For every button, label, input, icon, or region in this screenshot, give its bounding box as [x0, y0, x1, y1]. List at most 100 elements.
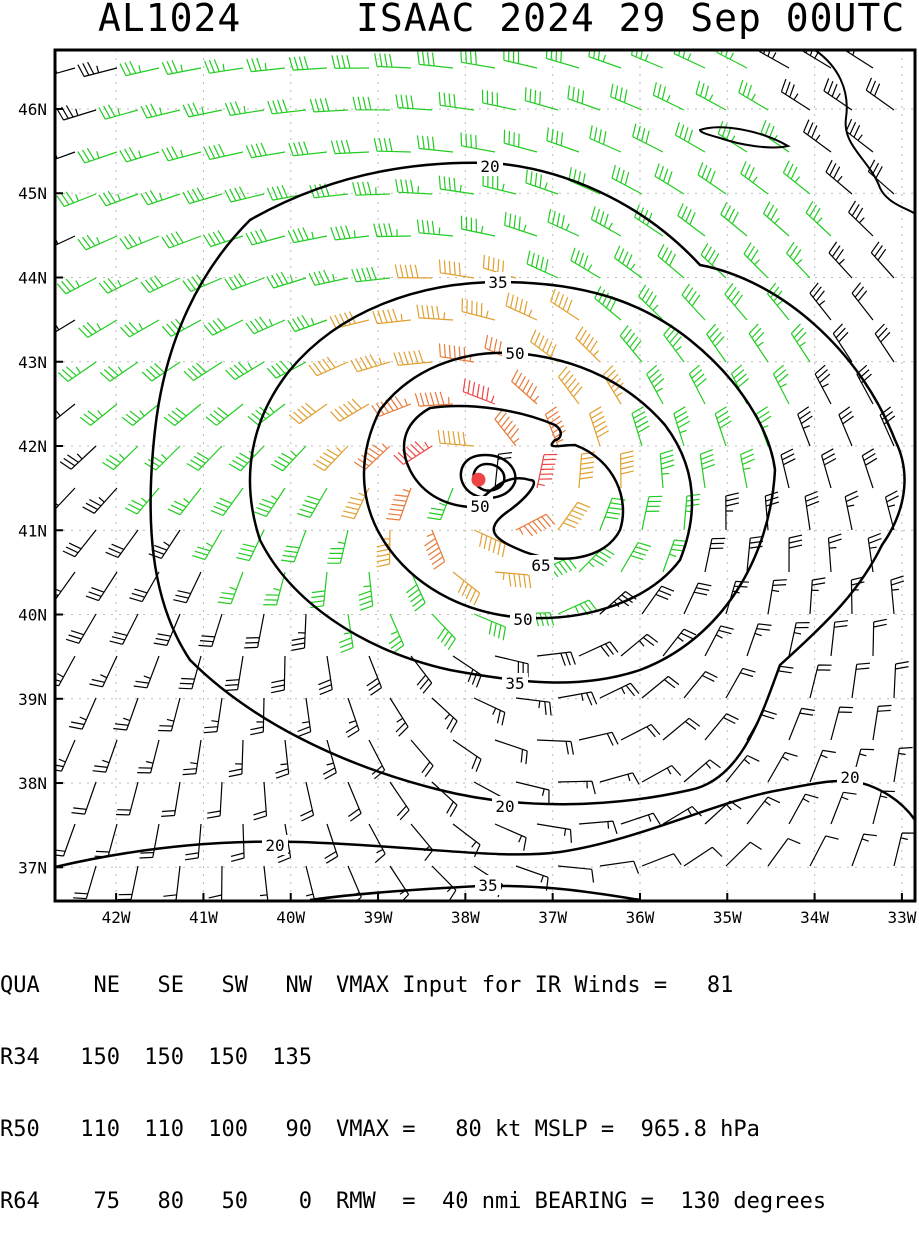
- contour-label: 20: [265, 836, 284, 855]
- wind-barb: [119, 147, 160, 163]
- wind-barb: [725, 580, 749, 615]
- wind-barb: [505, 292, 538, 321]
- wind-barb: [536, 453, 558, 489]
- wind-barb: [416, 304, 454, 321]
- contour-label-bg: [510, 609, 536, 629]
- wind-barb: [725, 667, 756, 699]
- wind-barb: [275, 739, 290, 779]
- header-nw: NW: [285, 973, 313, 998]
- wind-barb: [663, 324, 685, 363]
- wind-barb: [340, 487, 370, 520]
- wind-barb: [452, 571, 481, 606]
- wind-barb: [85, 571, 118, 602]
- wind-barb: [431, 613, 456, 651]
- wind-barb: [890, 575, 905, 615]
- wind-barb: [431, 865, 457, 901]
- wind-barb: [767, 837, 801, 867]
- wind-barb: [704, 713, 739, 741]
- wind-barb: [602, 365, 624, 405]
- wind-barb: [558, 366, 583, 405]
- wind-barb: [55, 739, 76, 772]
- wind-barb: [137, 739, 160, 774]
- grid-layer: [55, 50, 915, 901]
- wind-barb: [610, 83, 643, 111]
- wind-barb: [308, 269, 349, 286]
- wind-barb: [92, 739, 118, 773]
- wind-barb: [646, 364, 665, 405]
- wind-barb: [641, 764, 682, 783]
- wind-barb: [503, 50, 538, 69]
- wind-barb: [716, 50, 748, 69]
- contour-label-bg: [475, 875, 501, 895]
- wind-barb: [389, 865, 410, 901]
- x-tick-label: 38W: [451, 908, 480, 927]
- wind-barb: [599, 772, 640, 785]
- wind-barb: [825, 159, 853, 195]
- wind-barb: [620, 723, 661, 741]
- wind-barb: [503, 129, 538, 153]
- wind-barb: [205, 403, 244, 426]
- wind-barb: [536, 739, 574, 755]
- wind-barb: [144, 445, 181, 471]
- wind-barb: [578, 731, 619, 746]
- wind-barb: [861, 448, 878, 489]
- wind-barb: [345, 697, 360, 738]
- wind-barb: [192, 529, 223, 561]
- wind-barb: [140, 189, 181, 206]
- wind-barb: [743, 242, 769, 279]
- r64-sw: 50: [221, 1189, 249, 1214]
- wind-barb: [460, 50, 496, 69]
- wind-barb: [452, 655, 482, 688]
- wind-barb: [358, 571, 374, 611]
- wind-barb: [674, 122, 706, 153]
- wind-barb: [119, 61, 160, 77]
- wind-barb: [652, 82, 685, 111]
- wind-barb: [203, 697, 223, 734]
- row-label: R64: [0, 1189, 40, 1214]
- wind-barb: [760, 120, 790, 153]
- wind-barb: [865, 77, 895, 111]
- wind-barb: [821, 448, 837, 489]
- row-label: R34: [0, 1045, 40, 1070]
- wind-barb: [330, 225, 370, 241]
- wind-barb: [247, 403, 286, 426]
- wind-barb: [437, 429, 475, 447]
- wind-barb: [809, 577, 826, 615]
- r64-se: 80: [157, 1189, 185, 1214]
- forecast-row-r50: R50 110 110 100 90 VMAX = 80 kt MSLP = 9…: [0, 1118, 826, 1142]
- wind-barb: [366, 655, 383, 696]
- wind-barb: [683, 759, 721, 783]
- wind-barb: [161, 318, 202, 337]
- contour-20: [149, 161, 906, 806]
- wind-barb: [620, 633, 659, 657]
- wind-barb: [700, 242, 727, 279]
- wind-barb: [788, 534, 803, 573]
- wind-barb: [801, 50, 832, 69]
- wind-barb: [746, 796, 781, 825]
- wind-barb: [659, 449, 675, 489]
- wind-barb: [288, 402, 328, 425]
- wind-barb: [376, 529, 391, 568]
- wind-barb: [288, 141, 328, 157]
- wind-barb: [224, 186, 265, 203]
- wind-barb: [98, 104, 139, 120]
- wind-barb: [748, 323, 769, 363]
- wind-barb: [55, 151, 76, 160]
- wind-barb: [162, 865, 181, 901]
- contour-label-bg: [502, 673, 528, 693]
- wind-barb: [613, 245, 643, 279]
- wind-barb: [830, 620, 849, 657]
- wind-barb: [182, 187, 223, 205]
- wind-barb: [113, 697, 139, 731]
- wind-barb: [405, 571, 426, 612]
- wind-barb: [452, 739, 482, 772]
- wind-barb: [545, 50, 580, 69]
- wind-barb: [599, 682, 640, 699]
- wind-barb: [56, 105, 97, 121]
- wind-barb: [62, 529, 97, 558]
- wind-barb: [438, 259, 475, 279]
- contour-label-bg: [528, 555, 554, 575]
- contour-20-south: [55, 779, 915, 869]
- wind-barb: [427, 487, 454, 521]
- wind-barb: [830, 791, 857, 825]
